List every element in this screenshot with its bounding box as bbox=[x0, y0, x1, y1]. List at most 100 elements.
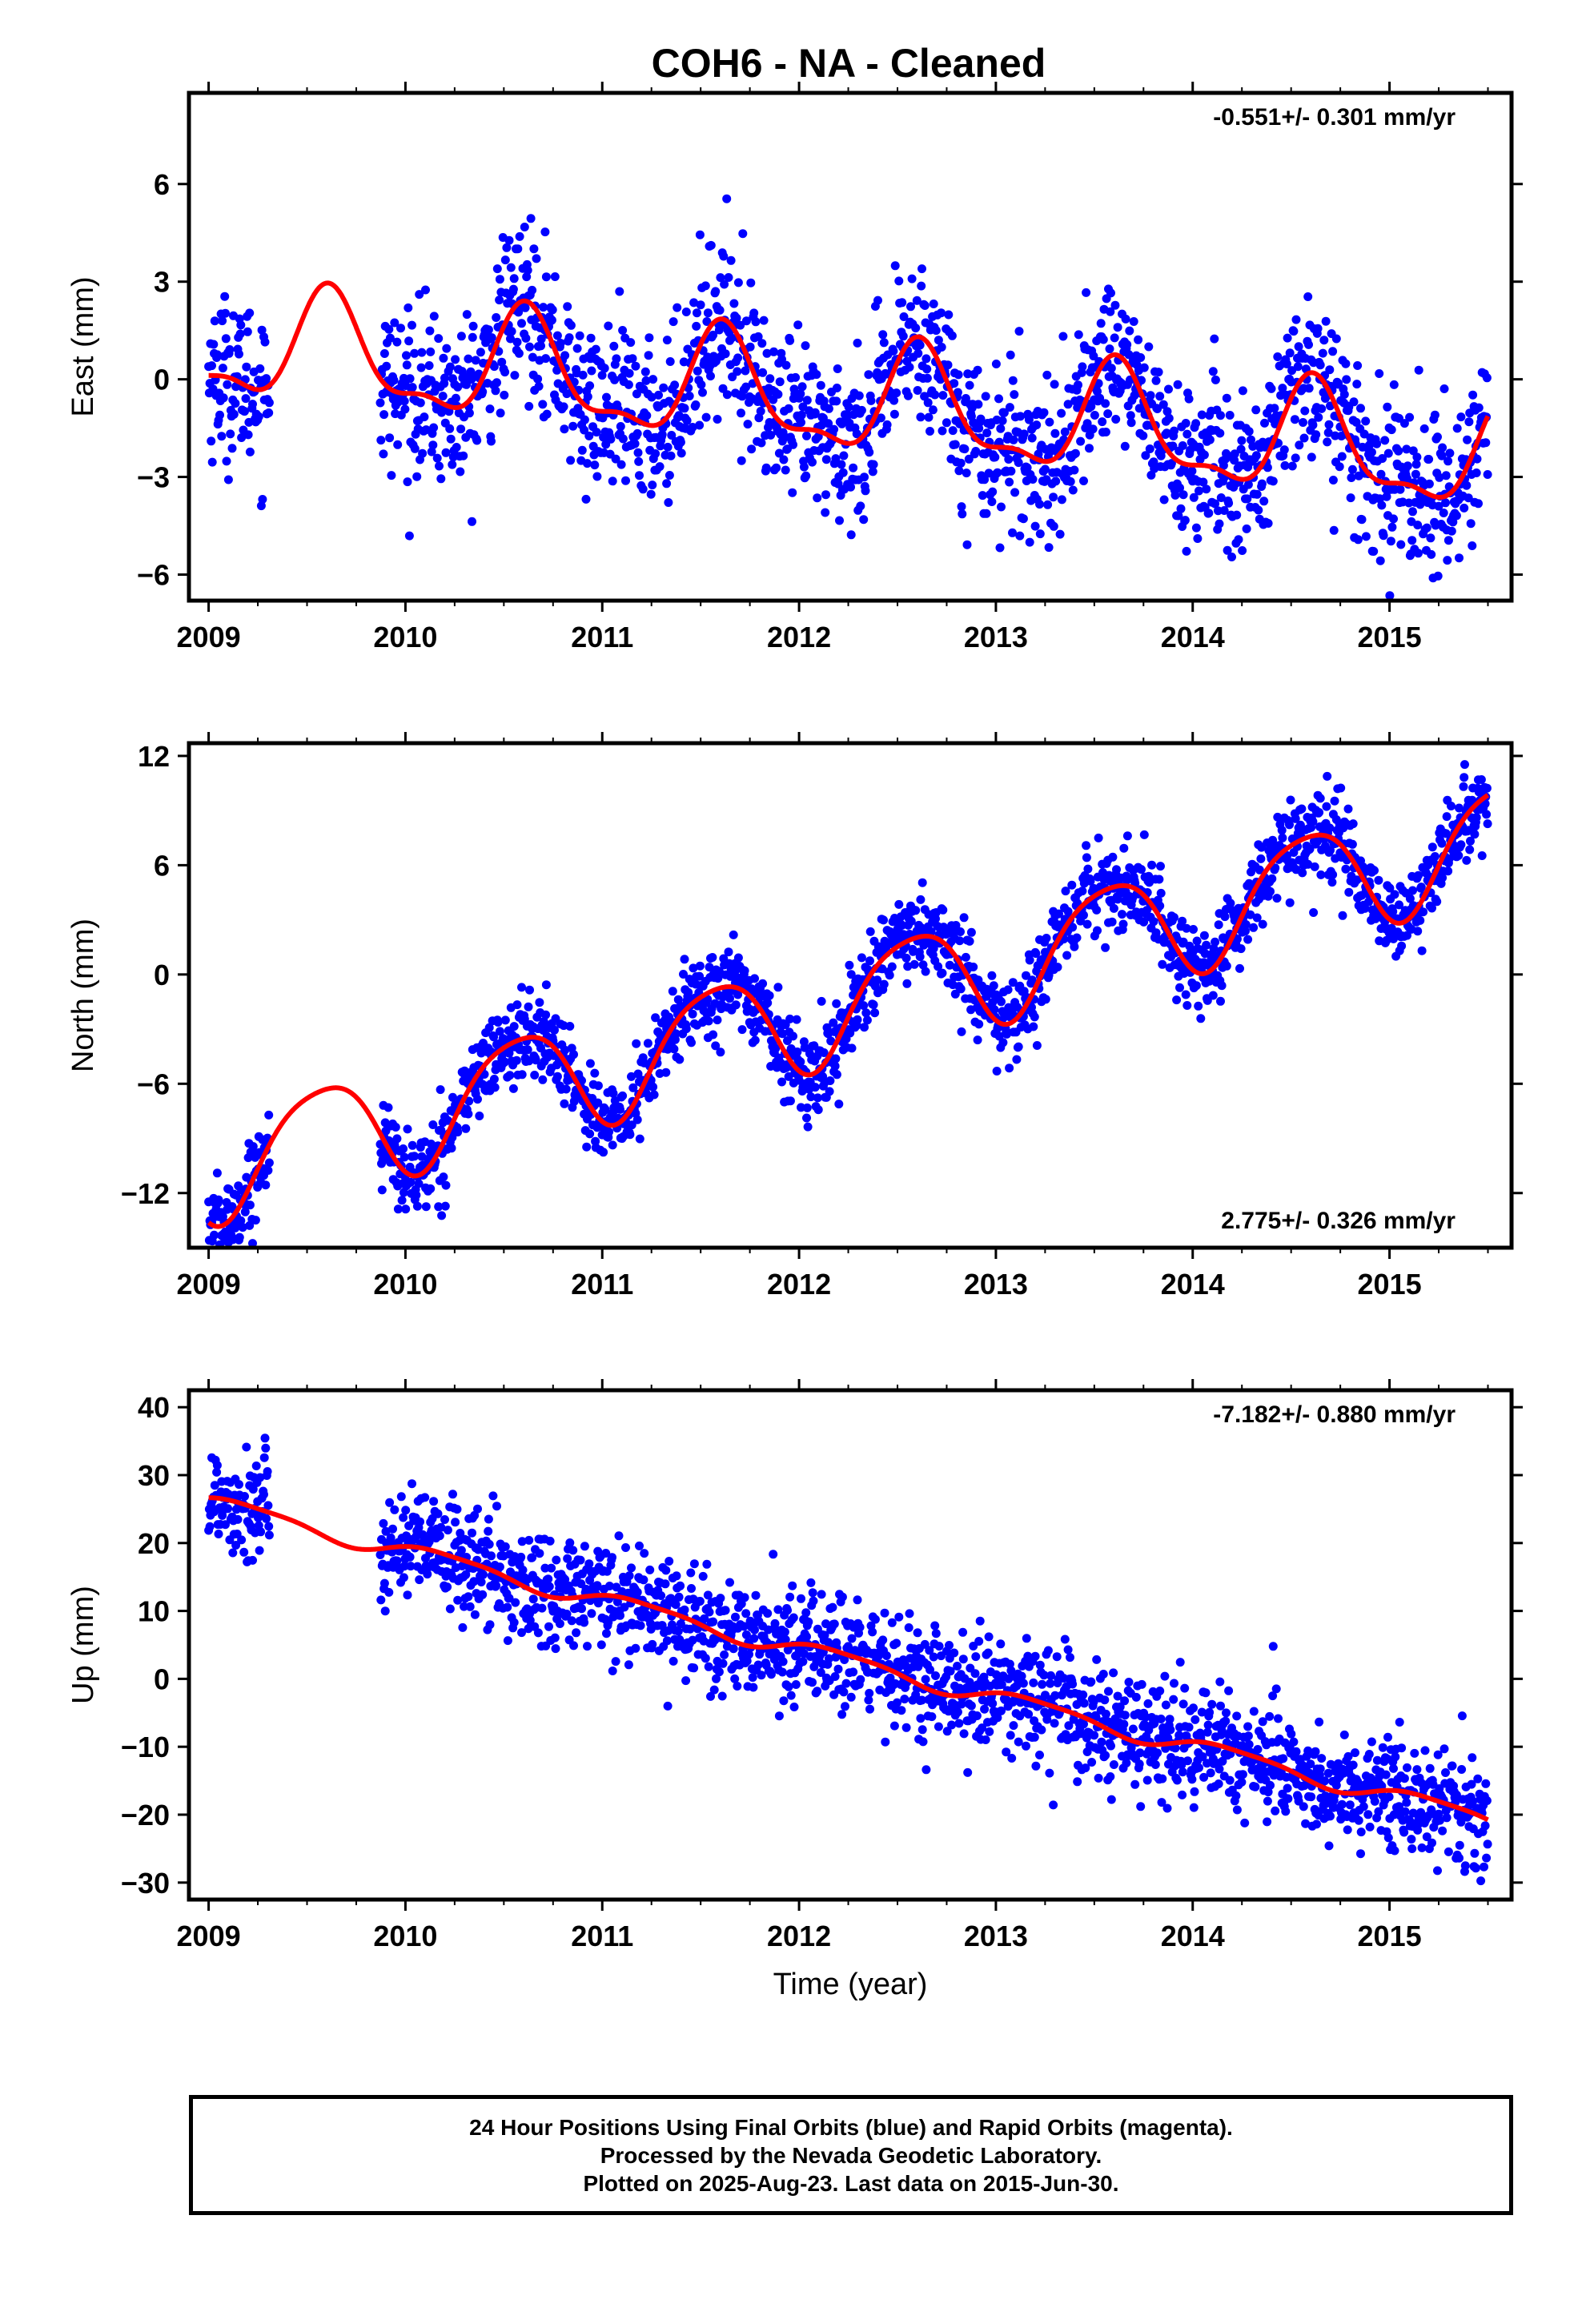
data-point bbox=[1299, 418, 1307, 427]
data-point bbox=[806, 1092, 816, 1102]
data-point bbox=[1113, 323, 1122, 332]
data-point bbox=[931, 326, 941, 336]
data-point bbox=[1382, 935, 1391, 945]
data-point bbox=[846, 530, 856, 540]
data-point bbox=[545, 1536, 555, 1546]
data-point bbox=[503, 1636, 512, 1646]
data-point bbox=[1291, 814, 1300, 823]
data-point bbox=[1395, 900, 1403, 910]
data-point bbox=[212, 1168, 222, 1178]
data-point bbox=[484, 1023, 494, 1032]
data-point bbox=[533, 374, 543, 384]
data-point bbox=[1125, 326, 1134, 336]
data-point bbox=[1181, 990, 1191, 999]
data-point bbox=[830, 1672, 840, 1681]
data-point bbox=[1144, 342, 1154, 352]
data-point bbox=[785, 1096, 795, 1106]
data-point bbox=[1377, 501, 1387, 510]
data-point bbox=[500, 255, 510, 265]
data-point bbox=[859, 515, 869, 525]
data-point bbox=[1024, 415, 1034, 424]
data-point bbox=[1241, 927, 1250, 936]
data-point bbox=[1375, 369, 1384, 378]
data-point bbox=[809, 1596, 818, 1606]
data-point bbox=[920, 301, 930, 310]
data-point bbox=[1237, 436, 1247, 445]
data-point bbox=[261, 1443, 271, 1453]
model-curve bbox=[208, 280, 1491, 500]
data-point bbox=[1089, 352, 1098, 361]
data-point bbox=[824, 404, 833, 413]
data-point bbox=[221, 334, 231, 344]
data-point bbox=[703, 308, 713, 318]
data-point bbox=[813, 1687, 822, 1696]
data-point bbox=[706, 372, 715, 381]
data-point bbox=[921, 967, 930, 976]
data-point bbox=[520, 303, 530, 312]
data-point bbox=[1477, 851, 1487, 860]
data-point bbox=[904, 1623, 913, 1632]
data-point bbox=[893, 1698, 901, 1707]
data-point bbox=[1468, 541, 1477, 550]
data-point bbox=[813, 1105, 823, 1115]
data-point bbox=[716, 1047, 725, 1057]
data-point bbox=[550, 1025, 559, 1035]
data-point bbox=[1328, 476, 1338, 485]
data-point bbox=[1347, 839, 1357, 849]
data-point bbox=[214, 1195, 223, 1204]
data-point bbox=[841, 1702, 849, 1711]
data-point bbox=[1227, 553, 1236, 561]
data-point bbox=[377, 1185, 387, 1195]
data-point bbox=[905, 1609, 914, 1618]
data-point bbox=[393, 1204, 403, 1214]
data-point bbox=[864, 370, 873, 380]
data-point bbox=[651, 1013, 661, 1023]
data-point bbox=[604, 1127, 614, 1136]
data-point bbox=[258, 495, 267, 504]
data-point bbox=[263, 1467, 272, 1476]
data-point bbox=[552, 365, 562, 375]
data-point bbox=[665, 1557, 674, 1566]
data-point bbox=[464, 1109, 473, 1119]
data-point bbox=[656, 1591, 666, 1600]
data-point bbox=[1155, 392, 1165, 401]
data-point bbox=[749, 308, 759, 318]
data-point bbox=[824, 1654, 833, 1663]
data-point bbox=[773, 983, 783, 992]
data-point bbox=[569, 1050, 578, 1059]
data-point bbox=[264, 398, 274, 408]
data-point bbox=[633, 448, 643, 457]
data-point bbox=[1230, 456, 1239, 465]
data-point bbox=[962, 468, 971, 478]
data-point bbox=[406, 1177, 416, 1187]
data-point bbox=[215, 410, 224, 420]
data-point bbox=[757, 438, 766, 448]
data-point bbox=[1210, 334, 1219, 344]
data-point bbox=[384, 1587, 394, 1597]
data-point bbox=[379, 449, 388, 459]
data-point bbox=[711, 287, 721, 296]
data-point bbox=[205, 1522, 215, 1531]
data-point bbox=[628, 1083, 638, 1092]
data-point bbox=[907, 274, 917, 283]
data-point bbox=[740, 966, 749, 975]
data-point bbox=[1323, 771, 1332, 781]
data-point bbox=[882, 420, 892, 429]
data-point bbox=[965, 380, 974, 390]
data-point bbox=[410, 1152, 420, 1161]
data-point bbox=[541, 354, 551, 364]
data-point bbox=[840, 1655, 849, 1664]
data-point bbox=[585, 1059, 595, 1068]
data-point bbox=[1232, 935, 1242, 944]
data-point bbox=[725, 1578, 734, 1587]
data-point bbox=[948, 426, 958, 436]
data-point bbox=[945, 1641, 954, 1650]
data-point bbox=[675, 1055, 685, 1064]
data-point bbox=[756, 407, 765, 416]
data-point bbox=[1286, 795, 1295, 805]
data-point bbox=[242, 1442, 251, 1452]
data-point bbox=[1118, 910, 1126, 919]
data-point bbox=[635, 471, 644, 480]
data-points bbox=[204, 760, 1492, 1248]
data-point bbox=[505, 1071, 515, 1080]
